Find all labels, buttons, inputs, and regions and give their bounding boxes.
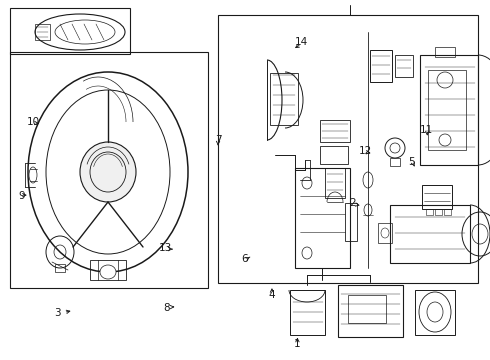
Bar [444, 209, 451, 215]
Bar [320, 120, 350, 142]
Text: 4: 4 [269, 290, 275, 300]
Bar [422, 185, 452, 209]
Bar [420, 55, 478, 165]
Bar [218, 15, 478, 283]
Bar [290, 290, 325, 335]
Bar [390, 205, 470, 263]
Text: 11: 11 [419, 125, 433, 135]
Bar [395, 55, 413, 77]
Text: 5: 5 [408, 157, 415, 167]
Bar [10, 52, 208, 288]
Ellipse shape [100, 265, 116, 279]
Bar [345, 203, 357, 241]
Bar [378, 223, 392, 243]
Bar [428, 70, 466, 150]
Bar [295, 168, 350, 268]
Text: 12: 12 [358, 146, 372, 156]
Text: 9: 9 [19, 191, 25, 201]
Text: 8: 8 [163, 303, 170, 313]
Bar [390, 158, 400, 166]
Bar [370, 50, 392, 82]
Text: 2: 2 [349, 198, 356, 208]
Text: 10: 10 [27, 117, 40, 127]
Text: 3: 3 [54, 308, 61, 318]
Text: 7: 7 [215, 135, 221, 145]
Text: 14: 14 [294, 37, 308, 48]
Text: 1: 1 [294, 339, 301, 349]
Bar [320, 146, 348, 164]
Bar [325, 168, 345, 198]
Bar [55, 264, 65, 272]
Bar [90, 260, 126, 280]
Bar [435, 47, 455, 57]
Bar [348, 295, 386, 323]
Text: 6: 6 [242, 254, 248, 264]
Ellipse shape [80, 142, 136, 202]
Bar [338, 285, 403, 337]
Bar [435, 209, 442, 215]
Text: 13: 13 [159, 243, 172, 253]
Bar [35, 24, 50, 40]
Bar [10, 8, 130, 54]
Bar [415, 290, 455, 335]
Bar [426, 209, 433, 215]
Bar [270, 73, 298, 125]
